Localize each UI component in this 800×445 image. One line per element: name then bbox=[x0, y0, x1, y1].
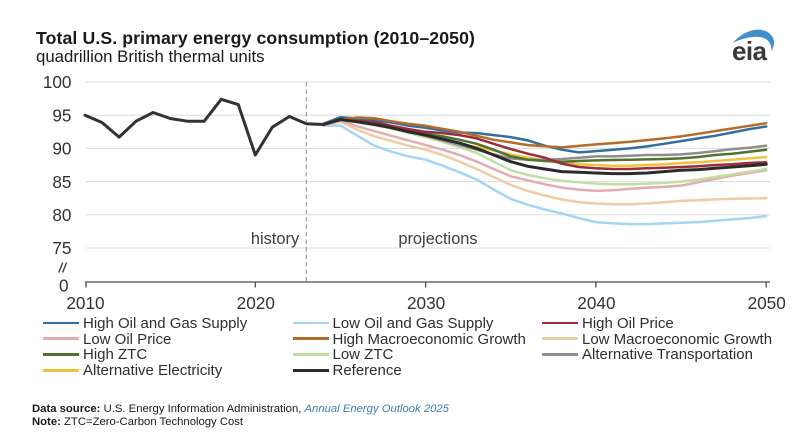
svg-text:80: 80 bbox=[52, 205, 71, 225]
svg-text:85: 85 bbox=[52, 172, 71, 192]
svg-text:0: 0 bbox=[59, 275, 69, 295]
svg-text:75: 75 bbox=[52, 238, 71, 258]
svg-text:eia: eia bbox=[732, 36, 767, 66]
svg-text:2010: 2010 bbox=[66, 293, 104, 313]
svg-text:2050: 2050 bbox=[748, 293, 786, 313]
svg-text:2040: 2040 bbox=[577, 293, 615, 313]
svg-text:projections: projections bbox=[398, 230, 477, 248]
svg-text:2020: 2020 bbox=[237, 293, 275, 313]
svg-text:100: 100 bbox=[43, 72, 72, 92]
svg-text:2030: 2030 bbox=[407, 293, 445, 313]
svg-text:90: 90 bbox=[52, 139, 71, 159]
svg-text:95: 95 bbox=[52, 105, 71, 125]
svg-text:history: history bbox=[251, 230, 300, 248]
